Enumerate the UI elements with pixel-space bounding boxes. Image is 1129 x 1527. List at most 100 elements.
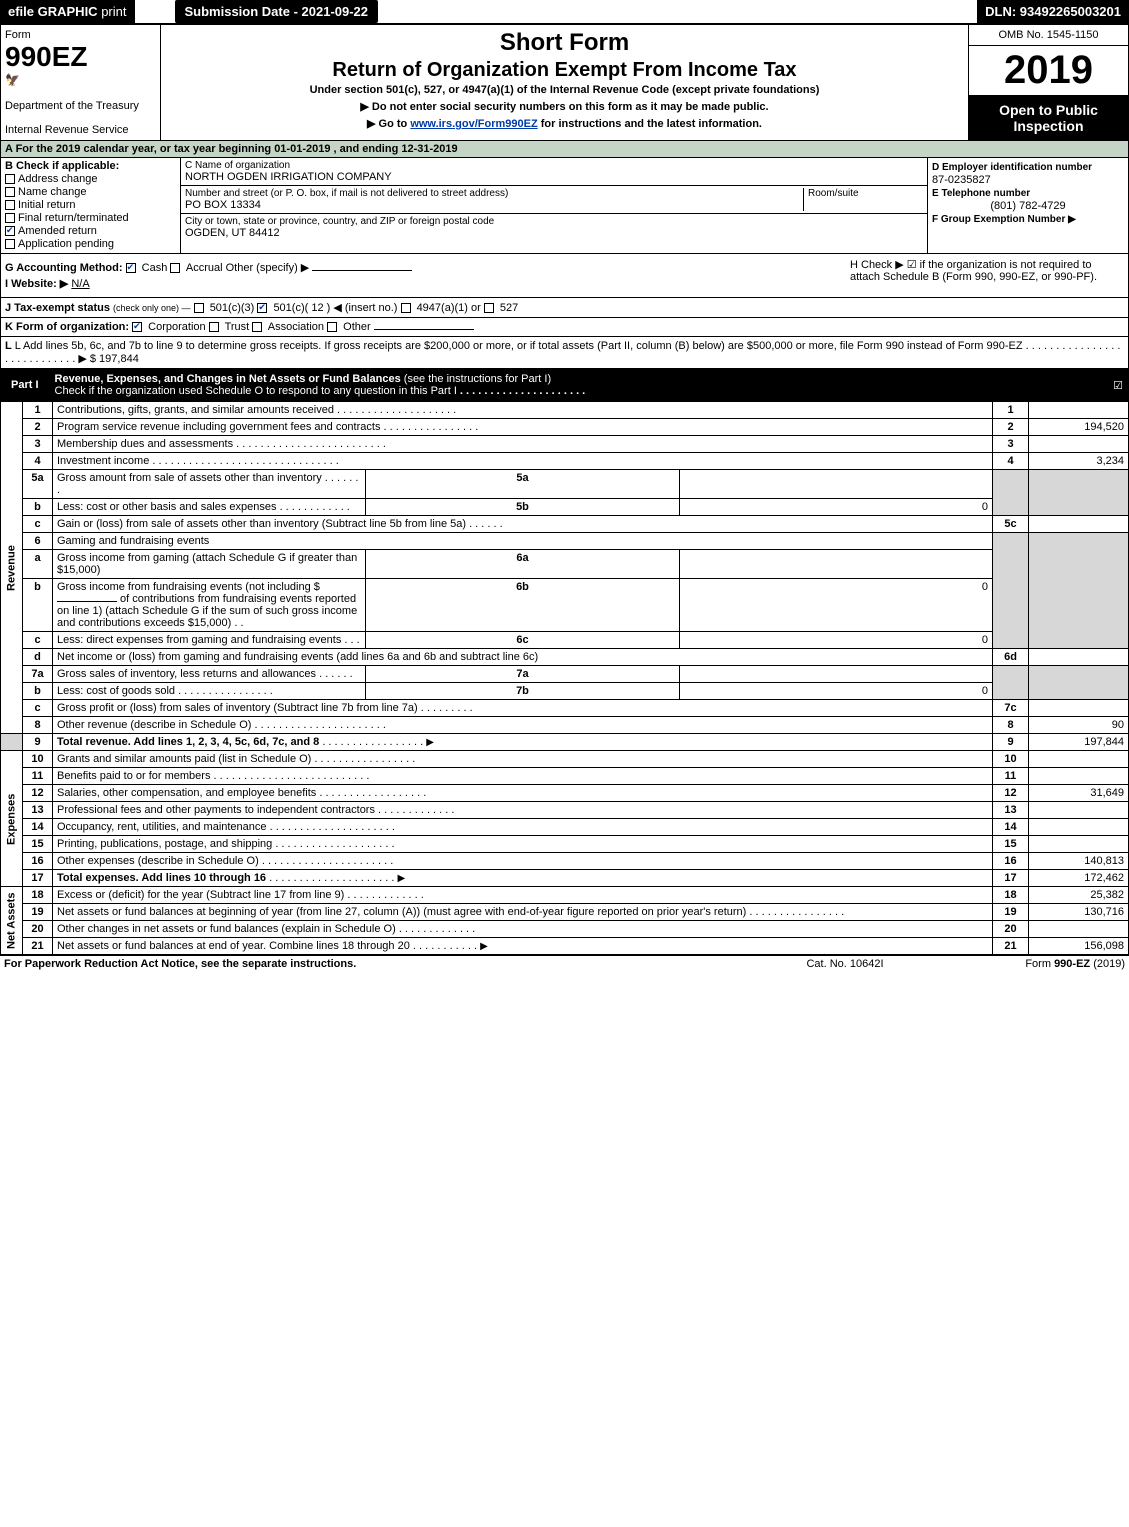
part-1-title: Revenue, Expenses, and Changes in Net As… (49, 370, 1108, 400)
form-header: Form 990EZ 🦅 Department of the Treasury … (0, 25, 1129, 141)
chk-trust[interactable] (209, 322, 219, 332)
accounting-method: G Accounting Method: Cash Accrual Other … (5, 261, 844, 274)
section-h: H Check ▶ ☑ if the organization is not r… (844, 258, 1124, 293)
table-row: 12 Salaries, other compensation, and emp… (1, 785, 1129, 802)
section-l: L L Add lines 5b, 6c, and 7b to line 9 t… (0, 337, 1129, 369)
org-name-label: C Name of organization (185, 160, 923, 171)
chk-accrual[interactable] (170, 263, 180, 273)
website-value: N/A (71, 278, 89, 290)
top-bar: efile GRAPHIC print Submission Date - 20… (0, 0, 1129, 25)
table-row: c Gross profit or (loss) from sales of i… (1, 700, 1129, 717)
header-center: Short Form Return of Organization Exempt… (161, 25, 968, 140)
table-row: 4 Investment income . . . . . . . . . . … (1, 453, 1129, 470)
table-row: 17 Total expenses. Add lines 10 through … (1, 870, 1129, 887)
efile-label[interactable]: efile GRAPHIC print (0, 0, 135, 23)
ein-value: 87-0235827 (932, 174, 1124, 186)
chk-application-pending[interactable]: Application pending (5, 238, 176, 250)
gross-receipts-amount: ▶ $ 197,844 (78, 353, 138, 365)
catalog-number: Cat. No. 10642I (745, 958, 945, 970)
table-row: b Less: cost or other basis and sales ex… (1, 499, 1129, 516)
website-line: I Website: ▶ N/A (5, 277, 844, 290)
print-link[interactable]: print (101, 4, 126, 19)
table-row: 2 Program service revenue including gove… (1, 419, 1129, 436)
section-ghi: G Accounting Method: Cash Accrual Other … (0, 254, 1129, 298)
page-footer: For Paperwork Reduction Act Notice, see … (0, 955, 1129, 972)
part-1-header: Part I Revenue, Expenses, and Changes in… (0, 369, 1129, 401)
chk-501c[interactable] (257, 303, 267, 313)
irs-link[interactable]: www.irs.gov/Form990EZ (410, 118, 537, 130)
form-label: Form (5, 29, 156, 41)
chk-amended-return[interactable]: Amended return (5, 225, 176, 237)
table-row: 5a Gross amount from sale of assets othe… (1, 470, 1129, 499)
section-j: J Tax-exempt status (check only one) — 5… (0, 298, 1129, 318)
table-row: 20 Other changes in net assets or fund b… (1, 921, 1129, 938)
header-left: Form 990EZ 🦅 Department of the Treasury … (1, 25, 161, 140)
table-row: b Less: cost of goods sold . . . . . . .… (1, 683, 1129, 700)
ein-label: D Employer identification number (932, 162, 1092, 173)
dln: DLN: 93492265003201 (977, 0, 1129, 23)
open-to-public: Open to Public (975, 102, 1122, 118)
table-row: c Less: direct expenses from gaming and … (1, 632, 1129, 649)
part-1-table: Revenue 1 Contributions, gifts, grants, … (0, 401, 1129, 955)
room-suite-label: Room/suite (803, 188, 923, 211)
paperwork-notice: For Paperwork Reduction Act Notice, see … (4, 958, 745, 970)
irs-label: Internal Revenue Service (5, 124, 156, 136)
chk-cash[interactable] (126, 263, 136, 273)
form-number: 990EZ (5, 41, 156, 73)
side-expenses: Expenses (1, 751, 23, 887)
section-k: K Form of organization: Corporation Trus… (0, 318, 1129, 337)
addr-value: PO BOX 13334 (185, 199, 803, 211)
side-net-assets: Net Assets (1, 887, 23, 955)
section-b: B Check if applicable: Address change Na… (1, 158, 181, 253)
tel-value: (801) 782-4729 (932, 200, 1124, 212)
section-d: D Employer identification number 87-0235… (928, 158, 1128, 253)
section-b-label: B Check if applicable: (5, 160, 176, 172)
chk-other-org[interactable] (327, 322, 337, 332)
table-row: 13 Professional fees and other payments … (1, 802, 1129, 819)
table-row: 16 Other expenses (describe in Schedule … (1, 853, 1129, 870)
chk-4947[interactable] (401, 303, 411, 313)
table-row: a Gross income from gaming (attach Sched… (1, 550, 1129, 579)
instr2-post: for instructions and the latest informat… (538, 118, 762, 130)
table-row: Expenses 10 Grants and similar amounts p… (1, 751, 1129, 768)
chk-initial-return[interactable]: Initial return (5, 199, 176, 211)
part-1-checkbox[interactable]: ☑ (1108, 379, 1128, 392)
city-value: OGDEN, UT 84412 (185, 227, 923, 239)
table-row: 19 Net assets or fund balances at beginn… (1, 904, 1129, 921)
eagle-icon: 🦅 (5, 73, 156, 87)
chk-527[interactable] (484, 303, 494, 313)
header-right: OMB No. 1545-1150 2019 Open to Public In… (968, 25, 1128, 140)
table-row: Net Assets 18 Excess or (deficit) for th… (1, 887, 1129, 904)
section-c: C Name of organization NORTH OGDEN IRRIG… (181, 158, 928, 253)
chk-final-return[interactable]: Final return/terminated (5, 212, 176, 224)
section-l-text: L Add lines 5b, 6c, and 7b to line 9 to … (15, 340, 1023, 352)
section-bcd: B Check if applicable: Address change Na… (0, 158, 1129, 254)
part-1-label: Part I (1, 376, 49, 394)
org-name: NORTH OGDEN IRRIGATION COMPANY (185, 171, 923, 183)
chk-name-change[interactable]: Name change (5, 186, 176, 198)
table-row: 7a Gross sales of inventory, less return… (1, 666, 1129, 683)
table-row: 14 Occupancy, rent, utilities, and maint… (1, 819, 1129, 836)
return-title: Return of Organization Exempt From Incom… (169, 59, 960, 82)
inspection-box: Open to Public Inspection (969, 96, 1128, 140)
table-row: 9 Total revenue. Add lines 1, 2, 3, 4, 5… (1, 734, 1129, 751)
chk-association[interactable] (252, 322, 262, 332)
form-page-label: Form 990-EZ (2019) (945, 958, 1125, 970)
chk-address-change[interactable]: Address change (5, 173, 176, 185)
chk-501c3[interactable] (194, 303, 204, 313)
table-row: 3 Membership dues and assessments . . . … (1, 436, 1129, 453)
side-revenue: Revenue (1, 402, 23, 734)
submission-date: Submission Date - 2021-09-22 (175, 0, 379, 23)
chk-corporation[interactable] (132, 322, 142, 332)
tel-label: E Telephone number (932, 188, 1030, 199)
table-row: d Net income or (loss) from gaming and f… (1, 649, 1129, 666)
table-row: 11 Benefits paid to or for members . . .… (1, 768, 1129, 785)
omb-number: OMB No. 1545-1150 (969, 25, 1128, 46)
table-row: 8 Other revenue (describe in Schedule O)… (1, 717, 1129, 734)
department: Department of the Treasury (5, 100, 156, 112)
inspection-label: Inspection (1013, 118, 1083, 134)
addr-label: Number and street (or P. O. box, if mail… (185, 188, 803, 199)
table-row: c Gain or (loss) from sale of assets oth… (1, 516, 1129, 533)
table-row: Revenue 1 Contributions, gifts, grants, … (1, 402, 1129, 419)
tax-year: 2019 (969, 46, 1128, 96)
